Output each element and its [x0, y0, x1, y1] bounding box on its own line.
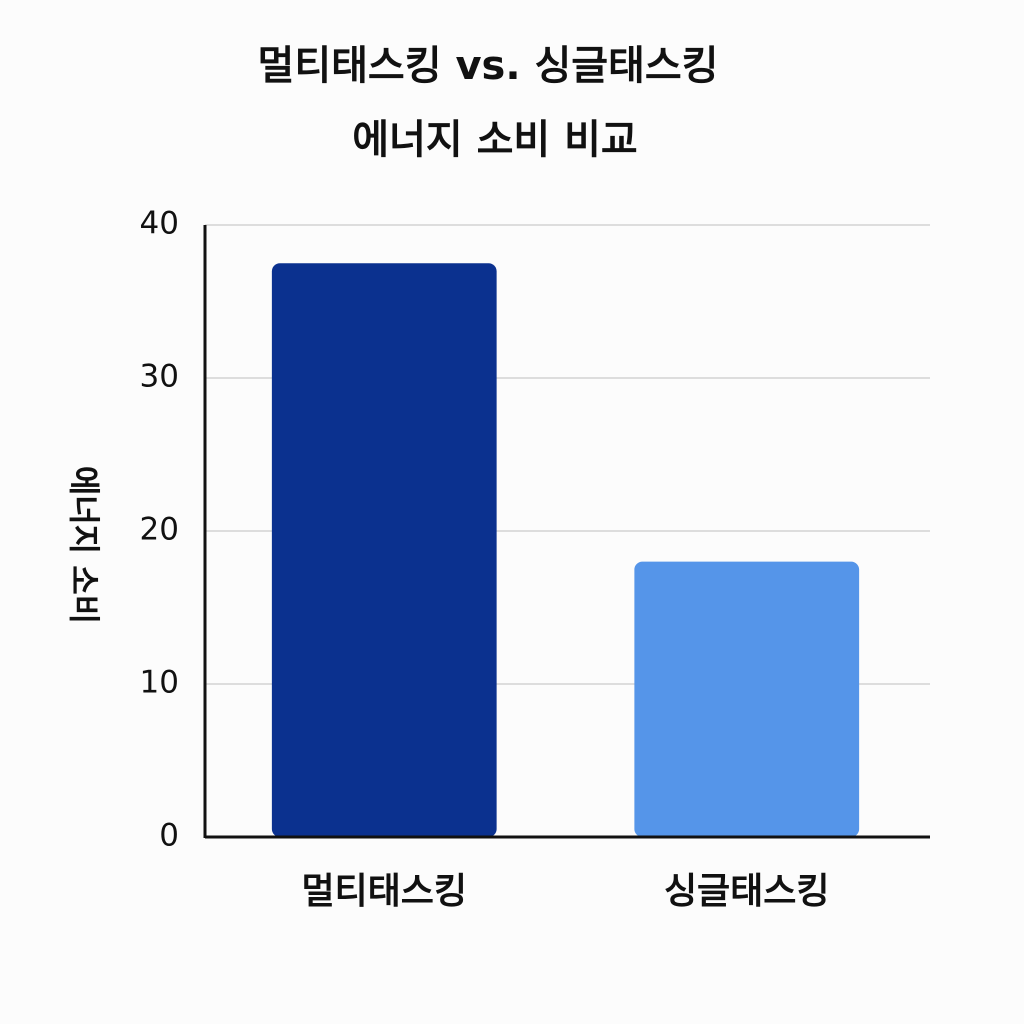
- y-tick-label: 30: [140, 359, 179, 395]
- bar: [271, 263, 497, 837]
- chart-title: 멀티태스킹 vs. 싱글태스킹: [258, 43, 719, 89]
- y-tick-label: 20: [140, 512, 179, 548]
- x-tick-label: 멀티태스킹: [301, 871, 467, 912]
- x-tick-label: 싱글태스킹: [664, 871, 830, 912]
- y-tick-label: 0: [159, 818, 179, 854]
- y-axis-label: 에너지 소비: [65, 466, 103, 624]
- y-tick-label: 10: [140, 665, 179, 701]
- bar: [634, 561, 860, 837]
- chart-title: 에너지 소비 비교: [352, 117, 637, 163]
- y-tick-label: 40: [140, 206, 179, 242]
